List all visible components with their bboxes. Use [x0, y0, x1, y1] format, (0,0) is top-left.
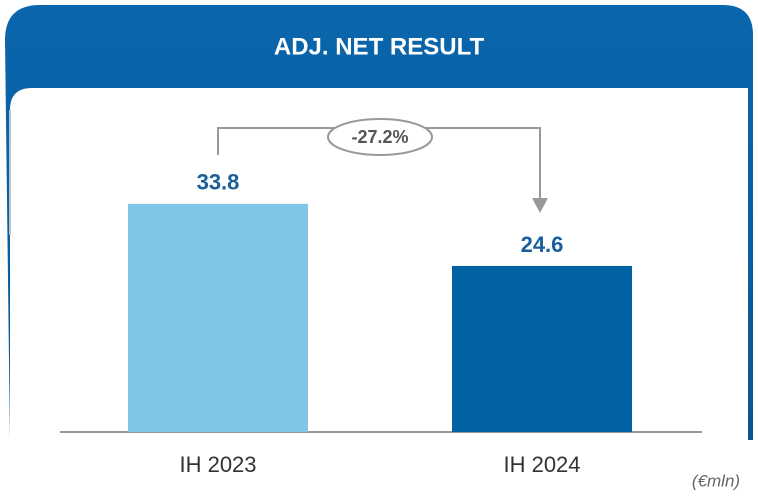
- change-label: -27.2%: [351, 127, 408, 147]
- value-label: 24.6: [521, 232, 564, 257]
- x-tick-label: IH 2023: [179, 452, 256, 477]
- bar: [128, 203, 308, 432]
- x-tick-label: IH 2024: [503, 452, 580, 477]
- bar: [452, 265, 632, 432]
- unit-label: (€mln): [692, 471, 740, 490]
- arrow-head: [532, 198, 548, 213]
- value-label: 33.8: [197, 170, 240, 195]
- change-bubble: [327, 118, 433, 156]
- chart-title: ADJ. NET RESULT: [274, 33, 485, 60]
